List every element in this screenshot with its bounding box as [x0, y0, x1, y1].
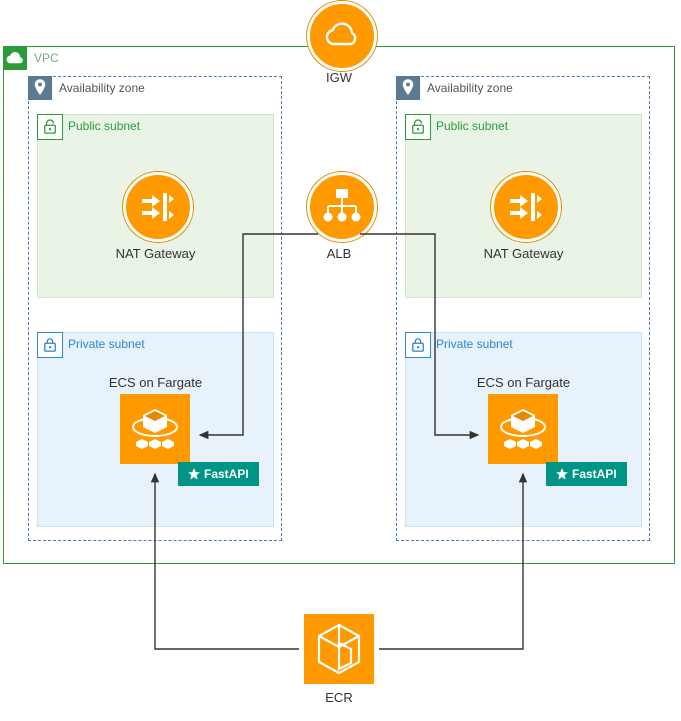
lock-open-icon: [37, 114, 63, 140]
nat-right-label: NAT Gateway: [405, 246, 642, 261]
fastapi-badge-right-text: FastAPI: [572, 467, 617, 481]
fastapi-badge-right: FastAPI: [546, 462, 627, 486]
nat-left-label: NAT Gateway: [37, 246, 274, 261]
fastapi-badge-left: FastAPI: [178, 462, 259, 486]
public-subnet-right-label: Public subnet: [436, 119, 508, 133]
alb-icon: [307, 172, 377, 242]
igw-icon: [307, 1, 377, 71]
igw-label: IGW: [290, 70, 388, 85]
fastapi-badge-left-text: FastAPI: [204, 467, 249, 481]
ecs-fargate-icon: [120, 394, 190, 464]
alb-label: ALB: [290, 246, 388, 261]
nat-gateway-icon: [123, 172, 193, 242]
architecture-diagram: VPC Availability zone Availability zone …: [0, 0, 681, 721]
ecr-icon: [304, 614, 374, 684]
ecs-left-label: ECS on Fargate: [38, 375, 273, 390]
lock-open-icon: [405, 114, 431, 140]
lock-icon: [405, 332, 431, 358]
private-subnet-left-label: Private subnet: [68, 337, 145, 351]
az-left-label: Availability zone: [59, 81, 145, 95]
lock-icon: [37, 332, 63, 358]
ecr-label: ECR: [290, 690, 388, 705]
public-subnet-left-label: Public subnet: [68, 119, 140, 133]
nat-gateway-icon: [491, 172, 561, 242]
vpc-label: VPC: [34, 51, 59, 65]
location-pin-icon: [28, 76, 52, 100]
ecs-fargate-icon: [488, 394, 558, 464]
az-right-label: Availability zone: [427, 81, 513, 95]
cloud-icon: [3, 46, 27, 70]
ecs-right-label: ECS on Fargate: [406, 375, 641, 390]
location-pin-icon: [396, 76, 420, 100]
private-subnet-right-label: Private subnet: [436, 337, 513, 351]
